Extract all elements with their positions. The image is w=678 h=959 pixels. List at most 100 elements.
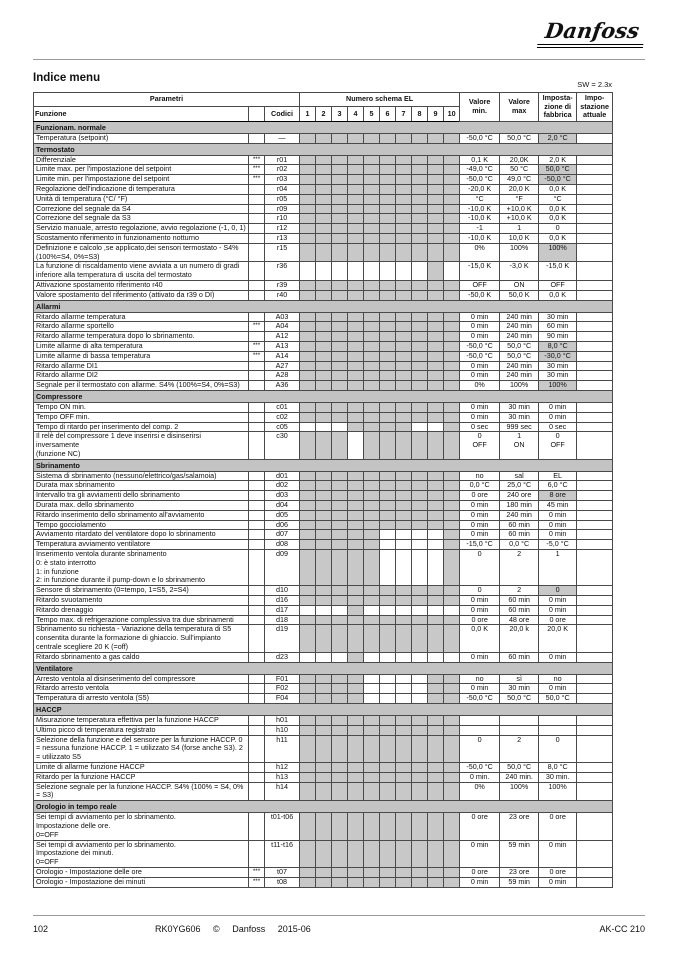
schema-cell-6	[379, 724, 397, 736]
schema-cell-7	[395, 812, 413, 841]
param-name-cell: La funzione di riscaldamento viene avvia…	[33, 261, 249, 281]
schema-cell-7	[395, 261, 413, 281]
schema-cell-2	[315, 771, 333, 783]
max-value-cell: 10,0 K	[499, 232, 540, 244]
schema-cell-2	[315, 812, 333, 841]
schema-cell-10	[443, 350, 461, 362]
stars-cell	[248, 614, 265, 626]
code-cell: r04	[263, 183, 301, 195]
schema-cell-8	[411, 183, 429, 195]
factory-value-cell: -5,0 °C	[538, 539, 578, 551]
actual-value-cell	[576, 242, 614, 263]
code-cell: h10	[263, 724, 301, 736]
schema-cell-7	[395, 529, 413, 541]
max-value-cell: 50,0 °C	[499, 132, 540, 144]
schema-cell-2	[315, 311, 333, 323]
schema-cell-3	[331, 411, 349, 423]
code-cell: d10	[263, 585, 301, 597]
schema-cell-2	[315, 490, 333, 502]
schema-cell-10	[443, 232, 461, 244]
schema-cell-6	[379, 174, 397, 185]
max-value-cell: 25,0 °C	[499, 480, 540, 492]
schema-cell-1	[299, 203, 317, 215]
schema-cell-4	[347, 470, 365, 482]
schema-cell-7	[395, 411, 413, 423]
schema-cell-10	[443, 421, 461, 433]
schema-cell-10	[443, 193, 461, 205]
param-name-cell: Durata max sbrinamento	[33, 480, 249, 492]
max-value-cell: 180 min	[499, 500, 540, 511]
schema-cell-10	[443, 812, 461, 841]
factory-value-cell: 2,0 K	[538, 154, 578, 166]
schema-cell-10	[443, 174, 461, 185]
code-cell: h01	[263, 715, 301, 726]
max-value-cell: 240 ore	[499, 490, 540, 502]
table-row: Limite di allarme funzione HACCP h12 -50,0…	[33, 762, 614, 773]
actual-value-cell	[576, 331, 614, 342]
menu-index-table-wrap: Parametri Numero schema EL Valore min. V…	[32, 91, 614, 888]
actual-value-cell	[576, 340, 614, 352]
max-value-cell: 50 °C	[499, 164, 540, 176]
code-cell: h13	[263, 771, 301, 783]
code-cell: d17	[263, 604, 301, 616]
schema-cell-5	[363, 715, 381, 726]
schema-cell-2	[315, 183, 333, 195]
schema-cell-5	[363, 509, 381, 521]
factory-value-cell: 0 min	[538, 519, 578, 531]
factory-value-cell: 0 sec	[538, 421, 578, 433]
schema-cell-7	[395, 223, 413, 234]
schema-cell-4	[347, 866, 365, 878]
schema-cell-8	[411, 401, 429, 413]
schema-cell-8	[411, 370, 429, 382]
schema-cell-2	[315, 693, 333, 705]
schema-cell-10	[443, 164, 461, 176]
schema-cell-6	[379, 242, 397, 263]
stars-cell	[248, 203, 265, 215]
schema-cell-5	[363, 213, 381, 225]
min-value-cell: 0 min	[459, 529, 501, 541]
min-value-cell: -20,0 K	[459, 183, 501, 195]
schema-cell-6	[379, 509, 397, 521]
schema-cell-10	[443, 380, 461, 391]
max-value-cell: 240 min	[499, 370, 540, 382]
code-cell: A13	[263, 340, 301, 352]
schema-cell-3	[331, 380, 349, 391]
max-value-cell: 30 min	[499, 683, 540, 695]
factory-value-cell: 1	[538, 549, 578, 587]
param-name-cell: Ritardo allarme sportello	[33, 321, 249, 333]
max-value-cell: ON	[499, 279, 540, 291]
schema-cell-7	[395, 289, 413, 301]
stars-cell	[248, 539, 265, 551]
min-value-cell: -1	[459, 223, 501, 234]
table-row: Limite max. per l'impostazione del setpo…	[33, 164, 614, 176]
table-row: Ritardo sbrinamento a gas caldo d23 0 min 6…	[33, 651, 614, 663]
footer-date: 2015-06	[277, 924, 311, 934]
code-cell: d23	[263, 651, 301, 663]
schema-cell-6	[379, 490, 397, 502]
schema-cell-6	[379, 289, 397, 301]
code-cell: c02	[263, 411, 301, 423]
schema-cell-1	[299, 223, 317, 234]
factory-value-cell: 100%	[538, 242, 578, 263]
table-row: Ritardo drenaggio d17 0 min 60 min 0 min	[33, 604, 614, 616]
max-value-cell: 2	[499, 734, 540, 764]
schema-cell-10	[443, 614, 461, 626]
param-name-cell: Limite min. per l'impostazione del setpo…	[33, 174, 249, 185]
table-row: Tempo OFF min. c02 0 min 30 min 0 min	[33, 411, 614, 423]
table-row: Limite allarme di bassa temperatura *** A1…	[33, 350, 614, 362]
code-cell: d06	[263, 519, 301, 531]
schema-cell-10	[443, 683, 461, 695]
table-row: Definizione e calcolo ,se applicato,dei …	[33, 242, 614, 263]
table-row: Limite allarme di alta temperatura *** A13…	[33, 340, 614, 352]
table-row: Ritardo allarme DI1 A27 0 min 240 min 30 min	[33, 360, 614, 372]
code-cell: r01	[263, 154, 301, 166]
schema-cell-4	[347, 370, 365, 382]
code-cell: r12	[263, 223, 301, 234]
schema-cell-8	[411, 724, 429, 736]
schema-cell-1	[299, 585, 317, 597]
schema-cell-1	[299, 401, 317, 413]
schema-cell-9	[427, 509, 445, 521]
schema-cell-10	[443, 340, 461, 352]
stars-cell	[248, 261, 265, 281]
schema-cell-4	[347, 529, 365, 541]
